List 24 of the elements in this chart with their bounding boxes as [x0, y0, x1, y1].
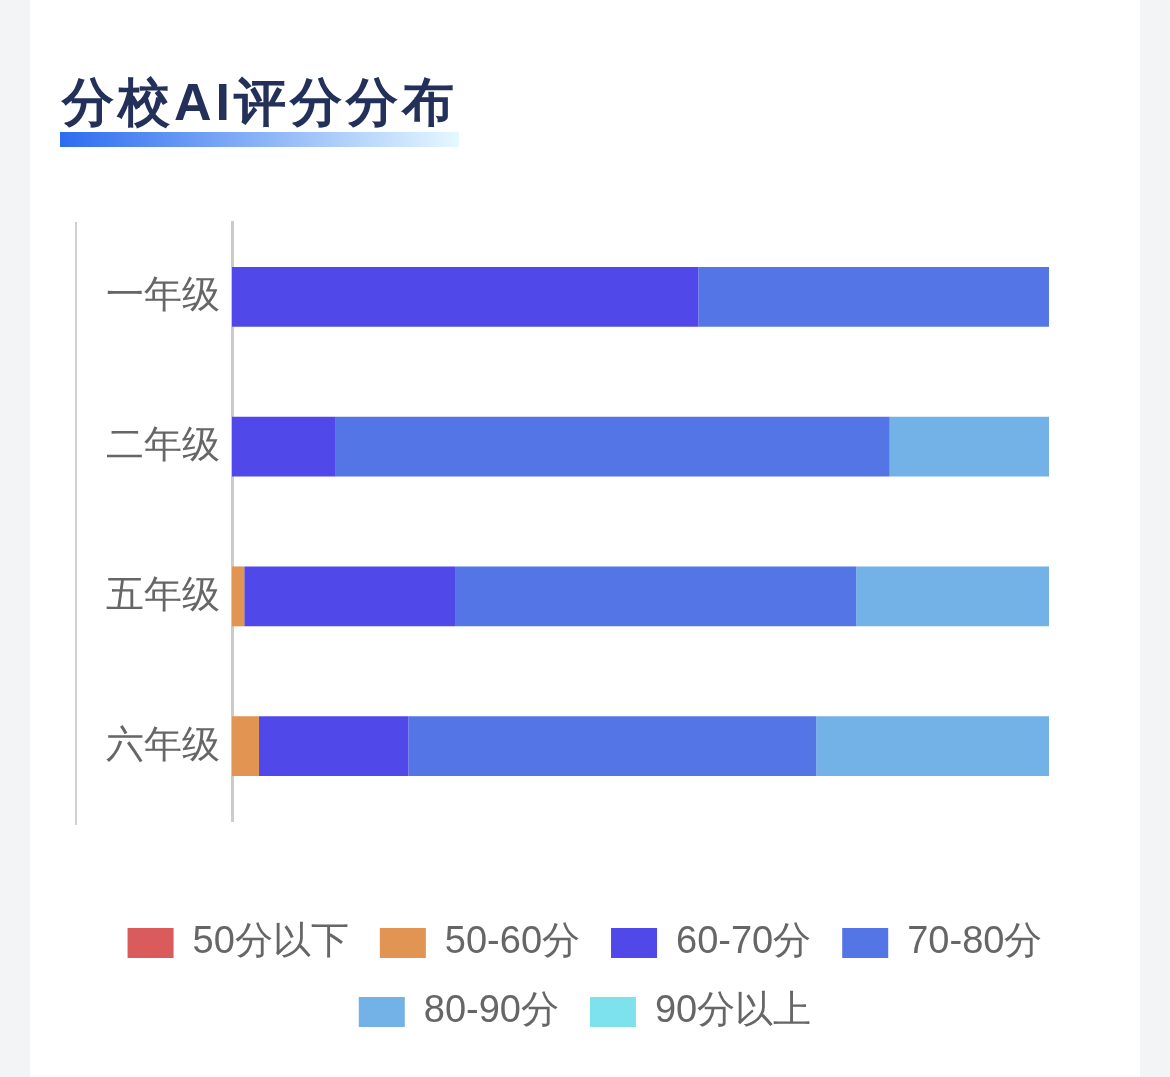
y-tick-label: 五年级 — [106, 572, 220, 615]
bar — [335, 416, 890, 477]
y-tick-label: 一年级 — [106, 273, 220, 316]
legend-label: 50分以下 — [192, 919, 349, 962]
bar — [408, 716, 817, 777]
y-tick-label: 六年级 — [106, 722, 220, 765]
legend-label: 90分以上 — [654, 988, 812, 1031]
chart-title: 分校AI评分分布 — [62, 72, 458, 132]
bar — [816, 716, 1049, 777]
bar — [258, 716, 409, 777]
bar — [232, 416, 336, 477]
bar — [698, 266, 1049, 327]
bar — [244, 566, 456, 627]
y-tick-label: 二年级 — [106, 423, 220, 466]
legend-label: 60-70分 — [676, 919, 812, 962]
bar — [232, 716, 259, 777]
bar — [889, 416, 1049, 477]
bar — [232, 566, 245, 627]
legend-label: 80-90分 — [423, 988, 559, 1031]
bar — [455, 566, 857, 627]
legend-label: 50-60分 — [444, 919, 581, 962]
legend-label: 70-80分 — [907, 919, 1043, 962]
bar — [856, 566, 1049, 627]
bar — [232, 266, 699, 327]
